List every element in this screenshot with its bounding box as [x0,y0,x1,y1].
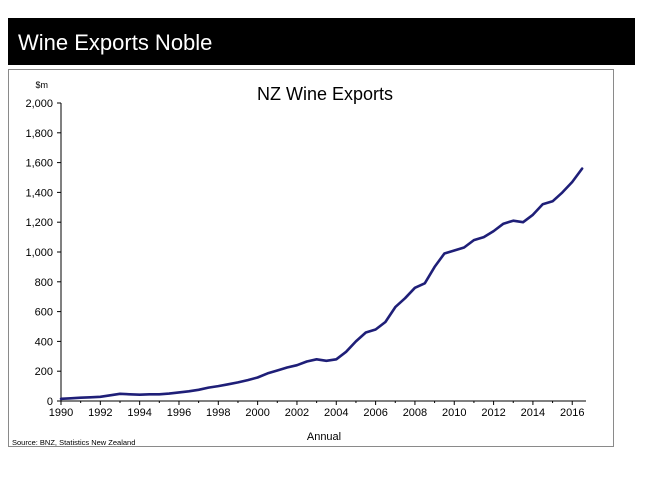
data-point [414,287,416,289]
chart-title: NZ Wine Exports [257,84,393,104]
data-point [198,389,200,391]
data-point [542,203,544,205]
y-tick-label: 2,000 [25,98,53,110]
y-tick-label: 0 [47,396,53,408]
data-point [394,306,396,308]
data-point [306,360,308,363]
x-tick-label: 2004 [324,407,348,419]
data-point [365,331,367,334]
data-point [266,372,269,374]
x-tick-label: 1992 [88,407,112,419]
y-axis-unit-label: $m [35,80,48,90]
data-point [502,223,504,225]
data-point [532,214,534,216]
header-banner: Wine Exports Noble [8,18,635,65]
data-point [80,397,82,399]
x-tick-label: 2006 [363,407,387,419]
data-point [207,387,210,389]
data-point [404,297,406,299]
x-tick-label: 2012 [481,407,505,419]
y-tick-label: 1,200 [25,217,53,229]
x-tick-label: 1998 [206,407,230,419]
data-point [217,385,219,387]
data-point [345,351,347,353]
y-tick-label: 1,400 [25,187,53,199]
data-point [247,379,249,381]
data-point [375,328,377,331]
data-point [237,381,239,383]
axes: 0 200 400 600 800 1,000 1,200 1,400 1,600 1,800 2,… [25,98,586,419]
data-point [316,358,318,360]
data-point [257,376,259,379]
data-point [355,340,357,342]
data-point [109,394,111,396]
data-point [493,230,495,232]
page-title: Wine Exports Noble [18,30,213,55]
x-tick-label: 2000 [245,407,269,419]
y-tick-label: 200 [35,366,53,378]
data-point [139,394,141,396]
data-point [158,393,160,395]
x-tick-label: 2008 [403,407,427,419]
data-point [512,220,514,222]
y-tick-label: 400 [35,336,53,348]
data-point [453,249,455,252]
data-point [129,393,131,395]
data-point [148,393,151,395]
x-tick-label: 1990 [49,407,73,419]
data-point [99,396,101,398]
data-point [70,397,72,399]
x-tick-label: 2010 [442,407,466,419]
data-point [571,181,573,183]
source-note: Source: BNZ, Statistics New Zealand [12,438,135,447]
data-point [227,383,229,385]
y-tick-label: 800 [35,277,53,289]
data-point [473,239,475,241]
data-point [522,221,524,223]
data-point [384,321,386,323]
data-point [434,266,436,268]
x-tick-label: 1994 [127,407,151,419]
x-tick-label: 2014 [521,407,545,419]
data-point [60,398,62,400]
series-line [59,167,584,401]
x-tick-label: 2016 [560,407,584,419]
data-point [89,396,92,398]
data-point [463,246,465,249]
data-point [424,282,426,284]
data-point [168,393,170,395]
data-point [581,168,583,170]
data-point [443,252,445,255]
chart-frame [8,69,614,447]
data-point [119,393,121,395]
x-tick-label: 1996 [167,407,191,419]
data-point [335,358,337,360]
data-point [325,360,327,362]
data-point [276,369,278,372]
y-tick-label: 1,000 [25,247,53,259]
series-layer [59,167,584,401]
data-point [296,364,298,366]
data-point [286,366,288,369]
data-point [552,200,554,202]
y-tick-label: 1,600 [25,158,53,170]
data-point [561,191,564,193]
x-tick-label: 2002 [285,407,309,419]
data-point [188,390,190,392]
y-tick-label: 1,800 [25,128,53,140]
y-tick-label: 600 [35,307,53,319]
x-axis-label: Annual [307,431,341,443]
data-point [483,236,485,238]
data-point [178,391,180,393]
